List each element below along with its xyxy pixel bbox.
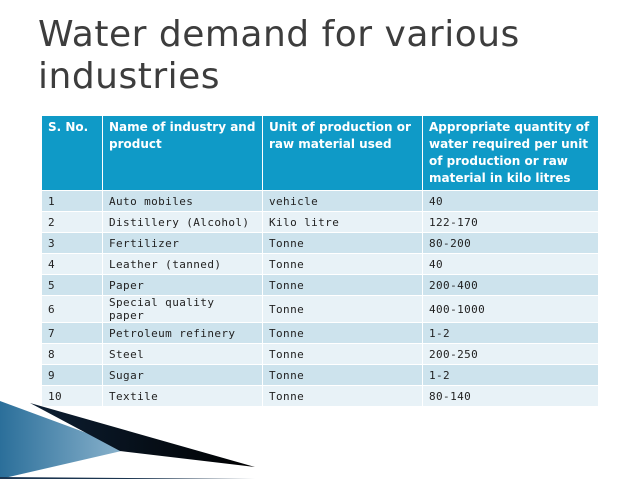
table-row: 8 Steel Tonne 200-250 [41,343,599,365]
header-industry: Name of industry and product [102,115,263,191]
header-sno: S. No. [41,115,103,191]
cell-sno: 7 [41,322,103,344]
cell-sno: 2 [41,211,103,233]
table-row: 9 Sugar Tonne 1-2 [41,364,599,386]
cell-unit: Tonne [262,322,423,344]
table-row: 3 Fertilizer Tonne 80-200 [41,232,599,254]
slide-title: Water demand for various industries [38,14,598,98]
table-row: 5 Paper Tonne 200-400 [41,274,599,296]
cell-sno: 6 [41,295,103,323]
slide-title-line2: industries [38,56,221,97]
cell-quantity: 40 [422,190,599,212]
cell-unit: Tonne [262,253,423,275]
cell-unit: Tonne [262,385,423,407]
header-quantity: Appropriate quantity of water required p… [422,115,599,191]
cell-sno: 4 [41,253,103,275]
cell-quantity: 200-250 [422,343,599,365]
cell-quantity: 1-2 [422,364,599,386]
cell-sno: 3 [41,232,103,254]
table-row: 4 Leather (tanned) Tonne 40 [41,253,599,275]
cell-unit: Tonne [262,364,423,386]
cell-quantity: 122-170 [422,211,599,233]
decorative-swoosh [0,401,260,479]
cell-unit: vehicle [262,190,423,212]
table-header-row: S. No. Name of industry and product Unit… [41,115,599,191]
swoosh-dark-shape [30,403,255,467]
table-row: 2 Distillery (Alcohol) Kilo litre 122-17… [41,211,599,233]
cell-sno: 9 [41,364,103,386]
header-unit: Unit of production or raw material used [262,115,423,191]
cell-industry: Sugar [102,364,263,386]
cell-industry: Special quality paper [102,295,263,323]
cell-unit: Tonne [262,343,423,365]
cell-unit: Tonne [262,274,423,296]
cell-industry: Distillery (Alcohol) [102,211,263,233]
cell-quantity: 40 [422,253,599,275]
swoosh-blue-shape [0,401,130,479]
cell-unit: Kilo litre [262,211,423,233]
cell-quantity: 80-200 [422,232,599,254]
table-row: 10 Textile Tonne 80-140 [41,385,599,407]
cell-sno: 5 [41,274,103,296]
cell-quantity: 400-1000 [422,295,599,323]
industry-water-table: S. No. Name of industry and product Unit… [41,115,599,407]
cell-quantity: 80-140 [422,385,599,407]
cell-quantity: 200-400 [422,274,599,296]
cell-industry: Leather (tanned) [102,253,263,275]
cell-sno: 10 [41,385,103,407]
table-row: 1 Auto mobiles vehicle 40 [41,190,599,212]
cell-unit: Tonne [262,295,423,323]
table-row: 6 Special quality paper Tonne 400-1000 [41,295,599,323]
cell-industry: Fertilizer [102,232,263,254]
cell-quantity: 1-2 [422,322,599,344]
cell-unit: Tonne [262,232,423,254]
table-row: 7 Petroleum refinery Tonne 1-2 [41,322,599,344]
cell-industry: Textile [102,385,263,407]
cell-industry: Petroleum refinery [102,322,263,344]
cell-industry: Steel [102,343,263,365]
cell-industry: Auto mobiles [102,190,263,212]
cell-sno: 8 [41,343,103,365]
slide-title-line1: Water demand for various [38,14,520,55]
cell-industry: Paper [102,274,263,296]
cell-sno: 1 [41,190,103,212]
